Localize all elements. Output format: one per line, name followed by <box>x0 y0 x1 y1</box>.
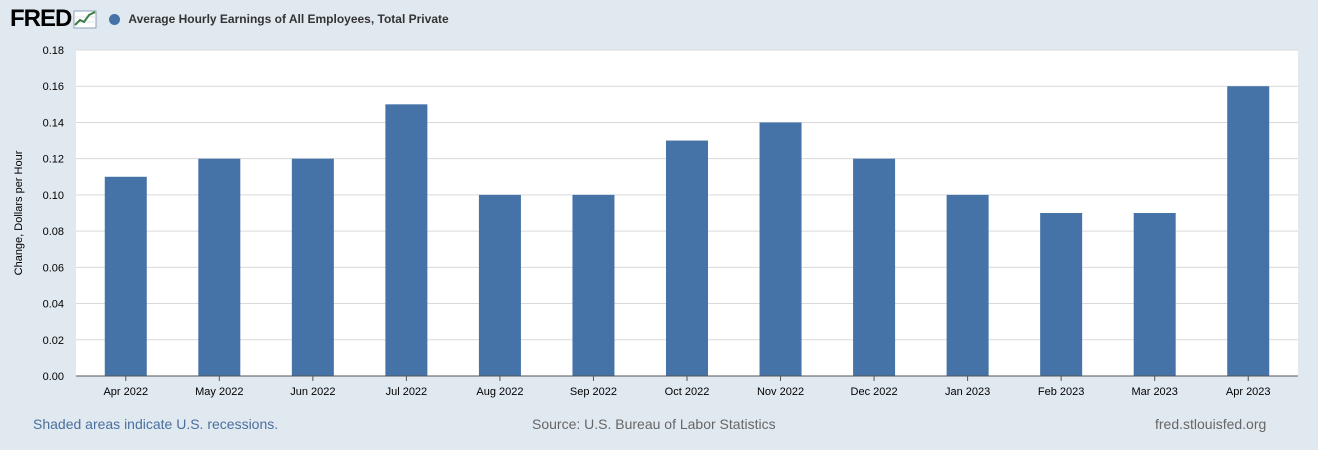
x-tick-label: Jun 2022 <box>290 386 335 398</box>
legend-series-label: Average Hourly Earnings of All Employees… <box>128 12 449 26</box>
fred-logo-text: FRED <box>10 5 72 32</box>
y-tick-label: 0.18 <box>43 45 64 57</box>
site-url[interactable]: fred.stlouisfed.org <box>1155 416 1267 432</box>
fred-logo[interactable]: FRED <box>10 6 97 32</box>
y-tick-label: 0.14 <box>43 117 64 129</box>
y-tick-label: 0.04 <box>43 299 64 311</box>
bar-dec-2022[interactable] <box>853 158 896 376</box>
recession-note-link[interactable]: Shaded areas indicate U.S. recessions. <box>33 416 279 432</box>
chart-legend[interactable]: Average Hourly Earnings of All Employees… <box>109 12 449 26</box>
legend-marker <box>109 13 121 25</box>
x-tick-label: Jan 2023 <box>945 386 990 398</box>
bar-nov-2022[interactable] <box>759 122 802 376</box>
y-tick-label: 0.10 <box>43 190 64 202</box>
x-tick-label: Dec 2022 <box>851 386 898 398</box>
y-tick-label: 0.12 <box>43 154 64 166</box>
bar-apr-2023[interactable] <box>1227 86 1270 376</box>
x-tick-label: Jul 2022 <box>386 386 428 398</box>
y-tick-label: 0.06 <box>43 262 64 274</box>
y-tick-label: 0.08 <box>43 226 64 238</box>
x-tick-label: May 2022 <box>195 386 243 398</box>
x-tick-label: Oct 2022 <box>665 386 710 398</box>
x-axis-ticks: Apr 2022 May 2022 Jun 2022 Jul 2022 Aug 2022… <box>103 376 1271 398</box>
y-tick-label: 0.16 <box>43 81 64 93</box>
bars[interactable] <box>104 86 1270 376</box>
bar-feb-2023[interactable] <box>1040 213 1083 376</box>
source-text: Source: U.S. Bureau of Labor Statistics <box>532 416 776 432</box>
y-tick-label: 0.00 <box>43 371 64 383</box>
bar-chart: 0.00 0.02 0.04 0.06 0.08 0.10 0.12 0.14 0.16 0.18… <box>13 45 1298 398</box>
x-tick-label: Apr 2023 <box>1226 386 1271 398</box>
y-axis-label: Change, Dollars per Hour <box>13 150 25 275</box>
bar-jun-2022[interactable] <box>291 158 334 376</box>
bar-jul-2022[interactable] <box>385 104 428 376</box>
x-tick-label: Nov 2022 <box>757 386 804 398</box>
bar-may-2022[interactable] <box>198 158 241 376</box>
bar-aug-2022[interactable] <box>478 194 521 376</box>
x-tick-label: Mar 2023 <box>1131 386 1177 398</box>
y-tick-label: 0.02 <box>43 335 64 347</box>
x-tick-label: Feb 2023 <box>1038 386 1084 398</box>
bar-mar-2023[interactable] <box>1133 213 1176 376</box>
bar-apr-2022[interactable] <box>104 176 147 376</box>
fred-line-graph-icon <box>73 10 97 29</box>
x-tick-label: Apr 2022 <box>103 386 148 398</box>
chart-header: FRED Average Hourly Earnings of All Empl… <box>10 6 449 32</box>
bar-jan-2023[interactable] <box>946 194 989 376</box>
x-tick-label: Sep 2022 <box>570 386 617 398</box>
bar-sep-2022[interactable] <box>572 194 615 376</box>
x-tick-label: Aug 2022 <box>476 386 523 398</box>
bar-oct-2022[interactable] <box>666 140 708 376</box>
y-axis-ticks: 0.00 0.02 0.04 0.06 0.08 0.10 0.12 0.14 0.16 0.18 <box>43 45 64 383</box>
